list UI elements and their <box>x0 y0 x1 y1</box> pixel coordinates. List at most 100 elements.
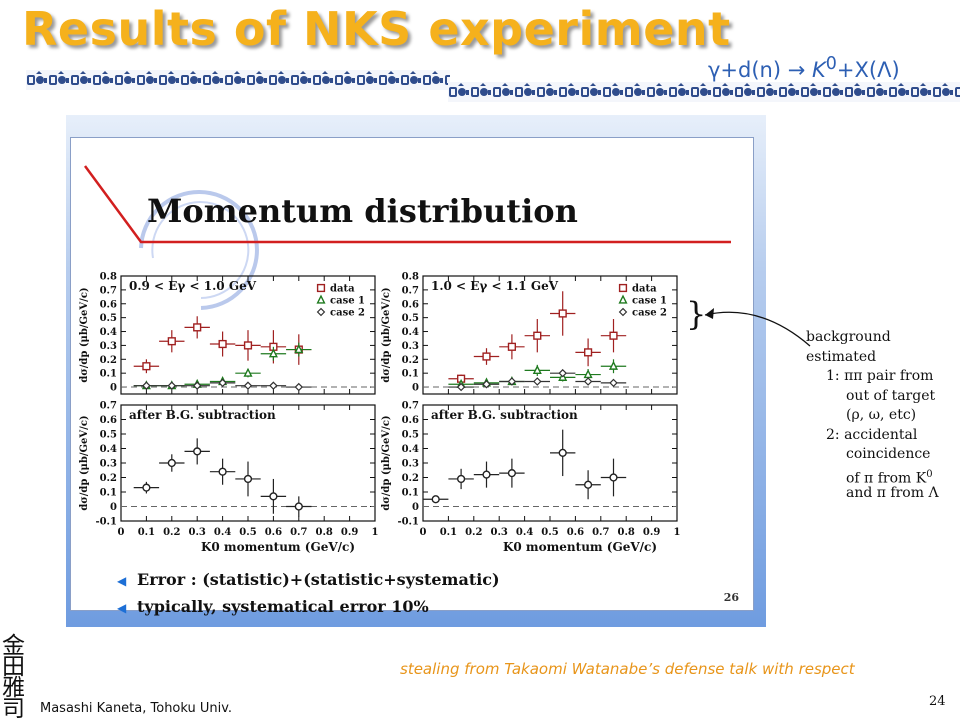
data-point <box>167 337 176 346</box>
data-point <box>533 331 542 340</box>
x-tick-label: 0.8 <box>315 527 332 538</box>
x-tick-label: 0.6 <box>567 527 584 538</box>
x-tick-label: 0.2 <box>163 527 180 538</box>
deco-arc-inner <box>151 201 250 299</box>
data-point <box>507 342 517 351</box>
data-point <box>507 377 517 386</box>
data-point <box>482 352 491 361</box>
legend-marker <box>618 294 628 304</box>
note-sup: 0 <box>926 468 933 480</box>
x-tick-label: 0.4 <box>214 527 231 538</box>
x-tick-label: 1 <box>372 527 379 538</box>
data-point <box>218 339 227 349</box>
reaction-formula: γ+d(n) → K0+X(Λ) <box>708 54 900 82</box>
legend-label: data <box>632 284 657 295</box>
data-point <box>583 377 593 386</box>
data-point <box>431 495 440 504</box>
deco-red-line <box>83 165 731 244</box>
x-tick-label: 0.2 <box>465 527 482 538</box>
data-point <box>558 448 567 457</box>
author-name: Masashi Kaneta, Tohoku Univ. <box>40 701 233 716</box>
note-line: of π from K0 <box>806 465 939 487</box>
y-tick-label: 0.6 <box>100 299 117 310</box>
y-tick-label: 0.2 <box>100 355 117 366</box>
x-tick-label: 1 <box>674 527 681 538</box>
legend-marker <box>316 294 326 304</box>
y-tick-label: 0.7 <box>402 285 419 296</box>
slide-title: Momentum distribution <box>147 192 578 230</box>
note-line: background <box>806 329 891 345</box>
data-point <box>584 348 593 357</box>
plot-title: 1.0 < Eγ < 1.1 GeV <box>431 279 559 293</box>
page-number: 24 <box>929 694 946 709</box>
x-tick-label: 0.9 <box>341 527 358 538</box>
y-tick-label: 0.6 <box>100 415 117 426</box>
y-tick-label: -0.1 <box>397 517 419 528</box>
x-tick-label: 0.4 <box>516 527 533 538</box>
data-point <box>583 369 593 379</box>
y-tick-label: 0.5 <box>402 430 419 441</box>
note-line: 2: accidental <box>826 426 918 443</box>
bullet-systematic: ◀ typically, systematical error 10% <box>117 597 429 616</box>
y-tick-label: 0.7 <box>100 285 117 296</box>
x-tick-label: 0.7 <box>290 527 307 538</box>
y-tick-label: 0.6 <box>402 299 419 310</box>
y-tick-label: 0.8 <box>402 272 419 283</box>
x-tick-label: 0.3 <box>188 527 205 538</box>
x-tick-label: 0 <box>118 527 125 538</box>
y-tick-label: 0 <box>412 502 419 513</box>
y-tick-label: 0 <box>412 383 419 394</box>
plot-title: 0.9 < Eγ < 1.0 GeV <box>129 279 257 293</box>
bullet-text: Error : (statistic)+(statistic+systemati… <box>137 570 500 589</box>
y-tick-label: 0.8 <box>100 272 117 283</box>
data-point <box>532 364 542 374</box>
x-tick-label: 0.8 <box>617 527 634 538</box>
data-point <box>294 382 304 392</box>
data-point <box>456 382 466 392</box>
y-tick-label: 0.5 <box>100 430 117 441</box>
data-point <box>457 474 466 484</box>
deco-arc-outer <box>139 190 259 310</box>
background-note: background estimated 1: ππ pair from out… <box>806 328 939 504</box>
bullet-error: ◀ Error : (statistic)+(statistic+systemat… <box>117 570 500 589</box>
plot-frame <box>422 404 678 522</box>
x-axis-label: K0 momentum (GeV/c) <box>503 540 657 554</box>
data-point <box>142 362 151 371</box>
data-point <box>609 378 618 388</box>
data-point <box>609 473 618 482</box>
bullet-text: typically, systematical error 10% <box>137 597 429 616</box>
kanji-char: 金 <box>2 633 25 659</box>
x-tick-label: 0.1 <box>138 527 155 538</box>
note-line: 1: ππ pair from <box>826 368 934 384</box>
y-tick-label: 0.2 <box>100 473 117 484</box>
y-tick-label: -0.1 <box>95 517 117 528</box>
y-tick-label: 0.7 <box>100 401 117 412</box>
data-point <box>268 348 278 358</box>
y-tick-label: 0.1 <box>402 488 419 499</box>
note-line: estimated <box>806 348 877 365</box>
legend-label: data <box>330 284 355 295</box>
data-point <box>294 344 304 354</box>
x-tick-label: 0.1 <box>440 527 457 538</box>
kanji-char: 雅 <box>2 675 25 701</box>
data-point <box>243 381 253 390</box>
y-tick-label: 0.2 <box>402 473 419 484</box>
data-point <box>193 323 202 332</box>
page-title: Results of NKS experiment <box>22 2 731 56</box>
legend-marker <box>316 307 326 317</box>
y-tick-label: 0.6 <box>402 415 419 426</box>
note-line: out of target <box>846 387 936 404</box>
x-tick-label: 0.5 <box>541 527 558 538</box>
reaction-product: K <box>812 58 826 82</box>
legend-label: case 1 <box>330 296 365 307</box>
slide: Momentum distribution 0 0.1 0.2 0.3 0.4 0.5 0.… <box>70 137 754 616</box>
y-tick-label: 0.4 <box>402 444 419 455</box>
bullet-icon: ◀ <box>117 574 127 588</box>
data-point <box>482 470 491 479</box>
legend-marker <box>618 307 628 317</box>
data-point <box>167 458 176 468</box>
data-point <box>609 331 618 340</box>
y-tick-label: 0.1 <box>100 369 117 380</box>
data-point <box>558 309 567 318</box>
legend-label: case 1 <box>632 296 667 307</box>
